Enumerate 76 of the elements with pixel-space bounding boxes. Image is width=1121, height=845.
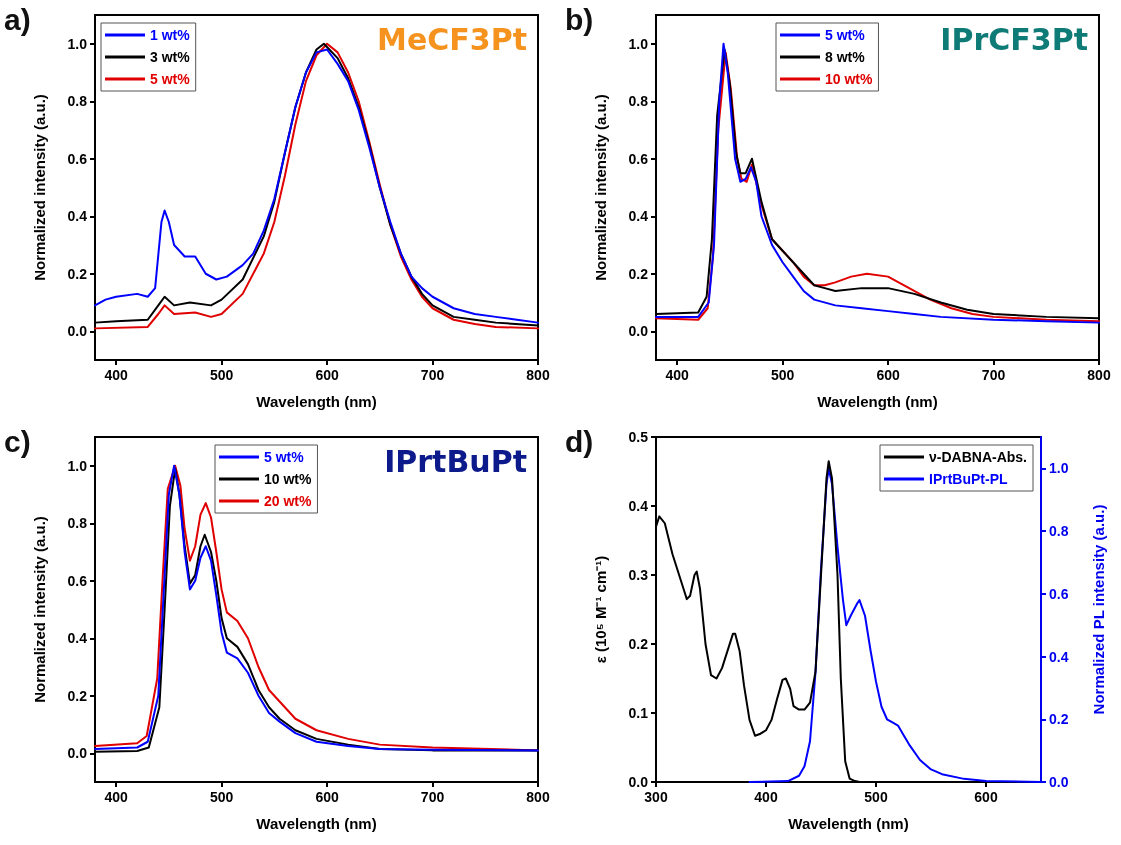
- y-tick-label: 0.0: [67, 323, 88, 340]
- x-axis-title: Wavelength (nm): [256, 815, 377, 832]
- y-tick-label: 0.8: [628, 93, 649, 110]
- y-tick-label: 0.3: [628, 567, 649, 583]
- chart-title: IPrtBuPt: [384, 443, 528, 479]
- text: a): [4, 2, 31, 36]
- y-tick-label: 0.2: [628, 636, 649, 652]
- x-tick-label: 700: [420, 789, 445, 805]
- y-axis-title: ε (10⁵ M⁻¹ cm⁻¹): [592, 555, 609, 664]
- y-tick-label: 0.2: [67, 265, 88, 282]
- legend-label: 3 wt%: [150, 49, 191, 65]
- y2-tick-label: 0.8: [1049, 523, 1069, 540]
- x-tick-label: 600: [876, 367, 900, 383]
- x-tick-label: 800: [526, 367, 550, 383]
- x-tick-label: 800: [1087, 367, 1111, 383]
- y-tick-label: 0.4: [67, 208, 88, 225]
- y2-axis-title: Normalized PL intensity (a.u.): [1090, 504, 1107, 715]
- y-axis-title: Normalized intensity (a.u.): [31, 94, 48, 281]
- y2-tick-label: 0.0: [1049, 774, 1069, 790]
- legend-label: IPrtBuPt-PL: [929, 471, 1008, 487]
- y-tick-label: 0.2: [67, 687, 88, 704]
- legend-label: 1 wt%: [150, 27, 191, 43]
- y-tick-label: 0.6: [628, 150, 649, 167]
- y-tick-label: 0.1: [628, 705, 649, 721]
- y-axis-title: Normalized intensity (a.u.): [592, 94, 609, 281]
- x-tick-label: 500: [209, 789, 234, 805]
- x-tick-label: 400: [104, 789, 128, 805]
- y-tick-label: 0.8: [67, 515, 88, 532]
- y2-tick-label: 0.4: [1049, 648, 1069, 665]
- legend-label: ν-DABNA-Abs.: [929, 449, 1027, 465]
- y-tick-label: 0.0: [67, 745, 88, 762]
- x-tick-label: 400: [754, 789, 778, 805]
- y-tick-label: 1.0: [67, 35, 88, 52]
- y-tick-label: 0.5: [628, 429, 649, 445]
- x-axis-title: Wavelength (nm): [817, 393, 938, 410]
- legend-label: 5 wt%: [825, 27, 866, 43]
- x-tick-label: 600: [974, 789, 998, 805]
- y2-tick-label: 0.2: [1049, 711, 1069, 728]
- x-tick-label: 600: [315, 789, 339, 805]
- x-tick-label: 400: [665, 367, 689, 383]
- x-tick-label: 800: [526, 789, 550, 805]
- x-tick-label: 700: [981, 367, 1006, 383]
- y-tick-label: 0.4: [67, 630, 88, 647]
- legend-label: 10 wt%: [264, 471, 313, 487]
- text: c): [4, 424, 31, 458]
- y2-tick-label: 0.6: [1049, 585, 1069, 602]
- legend-label: 5 wt%: [150, 71, 191, 87]
- text: b): [565, 2, 594, 36]
- text: d): [565, 424, 594, 458]
- legend-label: 8 wt%: [825, 49, 866, 65]
- legend-label: 5 wt%: [264, 449, 305, 465]
- x-tick-label: 700: [420, 367, 445, 383]
- y-tick-label: 1.0: [628, 35, 649, 52]
- chart-title: MeCF3Pt: [377, 21, 528, 57]
- y-tick-label: 0.4: [628, 208, 649, 225]
- x-tick-label: 500: [209, 367, 234, 383]
- y-tick-label: 0.0: [628, 774, 649, 790]
- x-tick-label: 500: [864, 789, 888, 805]
- y-tick-label: 0.2: [628, 265, 649, 282]
- chart-title: IPrCF3Pt: [940, 21, 1088, 57]
- y-tick-label: 0.0: [628, 323, 649, 340]
- y-tick-label: 0.6: [67, 150, 88, 167]
- x-tick-label: 500: [770, 367, 795, 383]
- y-tick-label: 0.6: [67, 572, 88, 589]
- legend-label: 20 wt%: [264, 493, 313, 509]
- x-axis-title: Wavelength (nm): [256, 393, 377, 410]
- x-tick-label: 400: [104, 367, 128, 383]
- x-tick-label: 600: [315, 367, 339, 383]
- y-axis-title: Normalized intensity (a.u.): [31, 516, 48, 703]
- x-tick-label: 300: [644, 789, 668, 805]
- y-tick-label: 0.4: [628, 498, 649, 514]
- legend-label: 10 wt%: [825, 71, 874, 87]
- y-tick-label: 1.0: [67, 457, 88, 474]
- y2-tick-label: 1.0: [1049, 460, 1069, 477]
- x-axis-title: Wavelength (nm): [788, 815, 909, 832]
- y-tick-label: 0.8: [67, 93, 88, 110]
